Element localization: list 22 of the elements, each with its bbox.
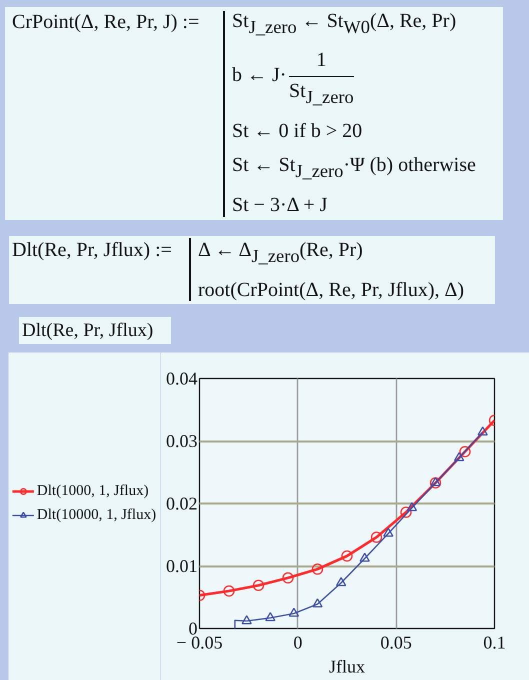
legend-label: Dlt(1000, 1, Jflux) [36, 482, 149, 500]
x-tick-label: 0.05 [380, 632, 412, 652]
y-tick-label: 0.02 [166, 494, 198, 514]
text: St ← 0 if b > 20 [232, 120, 362, 142]
y-tick-label: 0.03 [166, 431, 198, 451]
x-tick-label: 0 [293, 632, 302, 652]
text: Δ ← ΔJ_zero(Re, Pr) [198, 239, 363, 266]
x-axis-title: Jflux [329, 656, 365, 676]
legend-label: Dlt(10000, 1, Jflux) [36, 506, 156, 524]
text: b ← J· [232, 64, 286, 86]
text: StJ_zero ← StW0(Δ, Re, Pr) [232, 10, 456, 38]
text: St − 3·Δ + J [232, 194, 328, 216]
text: root(CrPoint(Δ, Re, Pr, Jflux), Δ) [198, 279, 464, 302]
text: StJ_zero [289, 79, 354, 108]
text: Dlt(Re, Pr, Jflux) := [12, 239, 172, 262]
y-tick-label: 0.01 [166, 556, 198, 576]
text: Dlt(Re, Pr, Jflux) [22, 320, 154, 342]
text: 1 [315, 49, 328, 74]
text: St ← StJ_zero·Ψ (b) otherwise [232, 154, 476, 182]
y-tick-label: 0.04 [166, 368, 198, 388]
text: CrPoint(Δ, Re, Pr, J) := [12, 11, 200, 34]
x-tick-label: 0.1 [483, 632, 506, 652]
